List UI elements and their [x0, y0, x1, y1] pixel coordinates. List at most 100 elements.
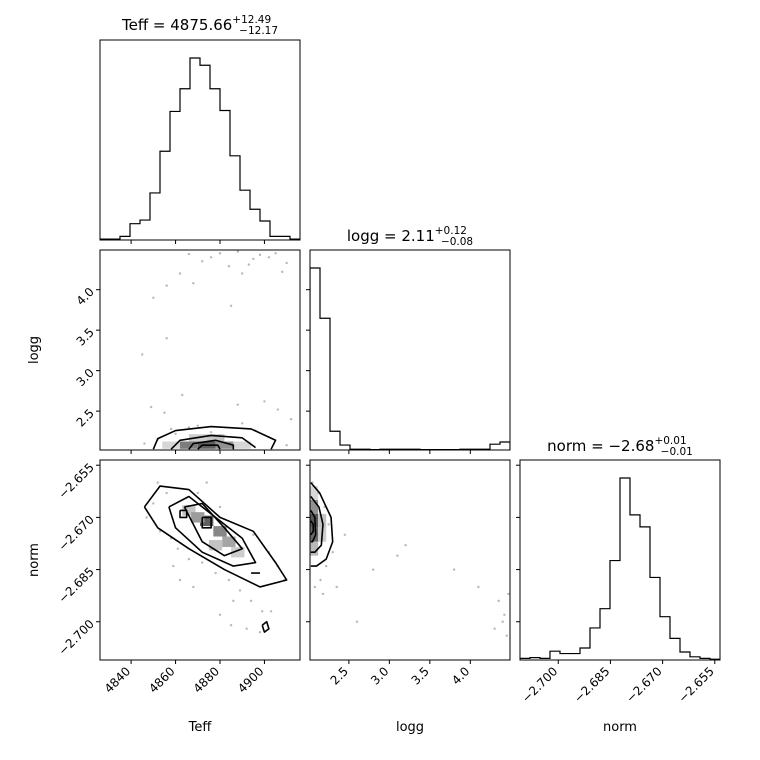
scatter-point	[232, 599, 235, 603]
scatter-point	[501, 620, 504, 623]
x-tick-label-norm: −2.655	[676, 664, 717, 705]
scatter-point	[241, 422, 244, 425]
panel-frame	[309, 249, 511, 451]
contour-line	[310, 482, 334, 567]
contour-line	[183, 502, 244, 557]
contour-line	[188, 439, 235, 450]
x-axis-label-logg: logg	[396, 720, 424, 735]
scatter-point	[249, 599, 253, 603]
title-teff: Teff = 4875.66+12.49 −12.17	[121, 14, 278, 37]
histogram-teff	[100, 57, 300, 240]
panel-norm-vs-logg	[310, 481, 510, 637]
x-axis-label-norm: norm	[603, 720, 637, 735]
scatter-point	[452, 568, 456, 571]
y-tick-label-logg: 3.0	[74, 366, 97, 389]
density-bin	[200, 515, 214, 527]
x-tick-label-norm: −2.685	[571, 664, 612, 705]
scatter-point	[176, 547, 179, 550]
scatter-point	[258, 630, 262, 634]
scatter-point	[169, 427, 173, 431]
scatter-point	[276, 408, 279, 411]
x-tick-label-logg: 3.5	[409, 664, 432, 687]
contour-line	[310, 520, 315, 536]
scatter-point	[507, 592, 510, 596]
scatter-point	[218, 613, 222, 616]
scatter-point	[149, 405, 153, 409]
scatter-point	[165, 284, 168, 287]
y-tick-label-norm: −2.685	[56, 565, 97, 606]
x-tick-label-norm: −2.700	[519, 664, 560, 705]
density-bin	[215, 441, 234, 449]
scatter-point	[285, 261, 288, 265]
x-tick-label-teff: 4880	[191, 664, 222, 695]
scatter-point	[172, 564, 175, 568]
scatter-point	[313, 585, 317, 589]
title-logg: logg = 2.11+0.12 −0.08	[347, 225, 473, 248]
density-bin	[233, 441, 252, 449]
contour-line	[310, 510, 317, 543]
x-axis-label-teff: Teff	[188, 720, 213, 735]
density-bin	[191, 512, 205, 523]
histogram-logg	[310, 267, 510, 450]
scatter-point	[252, 533, 255, 536]
density-bin	[206, 434, 225, 442]
scatter-point	[163, 411, 166, 414]
contour-line	[168, 495, 257, 567]
density-bin	[208, 540, 223, 551]
scatter-point	[477, 585, 480, 589]
scatter-point	[187, 557, 191, 561]
scatter-point	[165, 337, 168, 340]
contour-line	[201, 516, 212, 529]
density-bin	[310, 513, 319, 528]
scatter-point	[187, 252, 191, 256]
scatter-point	[229, 624, 233, 627]
x-tick-label-norm: −2.670	[623, 664, 664, 705]
scatter-point	[209, 430, 213, 434]
scatter-point	[396, 554, 399, 557]
scatter-point	[245, 627, 248, 630]
density-bin	[180, 441, 198, 449]
panel-logg-vs-teff	[141, 250, 293, 450]
scatter-point	[205, 481, 208, 484]
scatter-point	[503, 613, 506, 616]
scatter-point	[274, 252, 277, 255]
scatter-point	[196, 491, 199, 495]
scatter-point	[236, 403, 239, 406]
x-tick-label-logg: 3.0	[368, 664, 391, 687]
scatter-point	[227, 578, 231, 582]
scatter-point	[261, 610, 264, 613]
density-bin	[213, 526, 227, 537]
scatter-point	[141, 353, 144, 356]
scatter-point	[227, 264, 231, 268]
scatter-point	[178, 272, 182, 275]
scatter-point	[181, 393, 184, 397]
scatter-point	[343, 533, 347, 536]
scatter-point	[331, 550, 334, 554]
scatter-point	[324, 564, 328, 568]
contour-line	[310, 496, 324, 553]
density-bin	[310, 486, 319, 500]
scatter-point	[192, 281, 195, 285]
y-tick-label-norm: −2.700	[56, 617, 97, 658]
panels-layer: 2.5 3.0 3.5 4.0 4840 4860 4880 4900 −2.700 −2.685…	[56, 39, 721, 706]
scatter-point	[493, 627, 496, 630]
panel-frame	[99, 249, 301, 451]
density-bin	[310, 500, 319, 514]
density-bin	[231, 546, 245, 558]
x-tick-label-teff: 4860	[146, 664, 177, 695]
scatter-point	[152, 502, 155, 505]
scatter-point	[269, 610, 273, 613]
panel-norm-vs-teff	[143, 481, 288, 634]
y-axis-label-norm: norm	[27, 543, 42, 577]
scatter-point	[263, 400, 266, 403]
x-tick-label-logg: 2.5	[328, 664, 351, 687]
y-tick-label-logg: 4.0	[74, 285, 97, 308]
scatter-point	[158, 530, 162, 533]
scatter-point	[258, 253, 262, 257]
scatter-point	[201, 260, 204, 263]
panel-frame	[519, 459, 721, 661]
density-bin	[222, 536, 236, 547]
scatter-point	[209, 256, 213, 259]
scatter-point	[218, 505, 222, 509]
title-norm: norm = −2.68+0.01 −0.01	[547, 435, 693, 458]
